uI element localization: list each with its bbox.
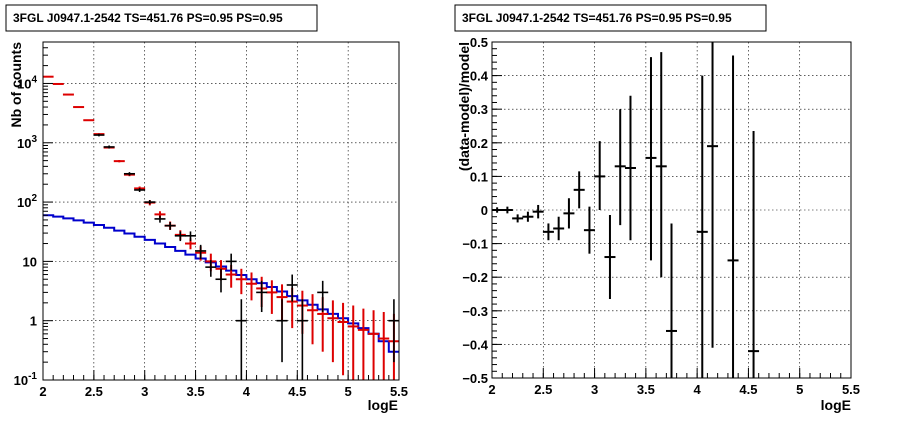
left-y-tick-label: 104 (17, 74, 37, 91)
right-x-tick-label: 5 (796, 382, 803, 397)
right-y-tick-label: 0 (481, 203, 488, 218)
left-x-tick-label: 4.5 (288, 384, 306, 399)
left-y-tick-label: 10-1 (14, 371, 38, 388)
right-x-tick-label: 4.5 (739, 382, 757, 397)
left-axis-ticks: 2 2.5 3 3.5 4 4.5 5 5.5 10-1 1 10 102 103 104 (14, 41, 408, 399)
left-x-tick-label: 3.5 (187, 384, 205, 399)
right-y-tick-label: −0.1 (462, 237, 488, 252)
right-x-tick-label: 3.5 (637, 382, 655, 397)
right-x-tick-label: 5.5 (842, 382, 860, 397)
left-grid (43, 42, 399, 380)
right-title-box (454, 4, 767, 32)
left-title-box (5, 4, 318, 32)
left-y-tick-label: 1 (30, 314, 37, 329)
left-x-axis-label: logE (368, 397, 398, 413)
left-model-total-series (42, 75, 400, 380)
right-y-tick-label: 0.5 (470, 35, 488, 50)
right-y-tick-label: −0.3 (462, 304, 488, 319)
left-y-tick-label: 103 (17, 134, 37, 151)
right-y-tick-label: 0.2 (470, 136, 488, 151)
left-x-tick-label: 5.5 (390, 384, 408, 399)
left-plot-frame (42, 41, 400, 381)
right-panel: 3FGL J0947.1-2542 TS=451.76 PS=0.95 PS=0… (454, 4, 860, 413)
right-y-axis-label: (data-model)/model (456, 42, 472, 171)
right-y-tick-label: 0.1 (470, 169, 488, 184)
right-y-tick-label: −0.2 (462, 270, 488, 285)
left-x-tick-label: 4 (243, 384, 251, 399)
right-x-tick-label: 4 (694, 382, 702, 397)
right-y-tick-label: 0.3 (470, 102, 488, 117)
right-chart-title: 3FGL J0947.1-2542 TS=451.76 PS=0.95 PS=0… (462, 11, 732, 25)
right-residuals-series (491, 42, 760, 378)
right-x-tick-label: 3 (591, 382, 598, 397)
left-panel: 3FGL J0947.1-2542 TS=451.76 PS=0.95 PS=0… (5, 4, 408, 413)
left-x-tick-label: 2 (39, 384, 46, 399)
left-y-tick-label: 102 (17, 193, 37, 210)
left-chart-title: 3FGL J0947.1-2542 TS=451.76 PS=0.95 PS=0… (13, 11, 283, 25)
left-x-tick-label: 5 (345, 384, 352, 399)
right-grid (492, 42, 851, 378)
left-data-series (93, 133, 400, 380)
left-x-tick-label: 3 (141, 384, 148, 399)
right-x-axis-label: logE (821, 397, 851, 413)
left-y-tick-label: 10 (23, 254, 37, 269)
right-y-tick-label: 0.4 (470, 69, 489, 84)
left-y-axis-label: Nb of counts (8, 42, 24, 128)
right-x-tick-label: 2 (488, 382, 495, 397)
right-x-tick-label: 2.5 (534, 382, 552, 397)
right-y-tick-label: −0.4 (462, 337, 488, 352)
left-x-tick-label: 2.5 (85, 384, 103, 399)
right-y-tick-label: −0.5 (462, 371, 488, 386)
right-axis-ticks: 2 2.5 3 3.5 4 4.5 5 5.5 −0.5 −0.4 −0.3 −0.2 −0.1 0 0.1… (462, 35, 860, 397)
